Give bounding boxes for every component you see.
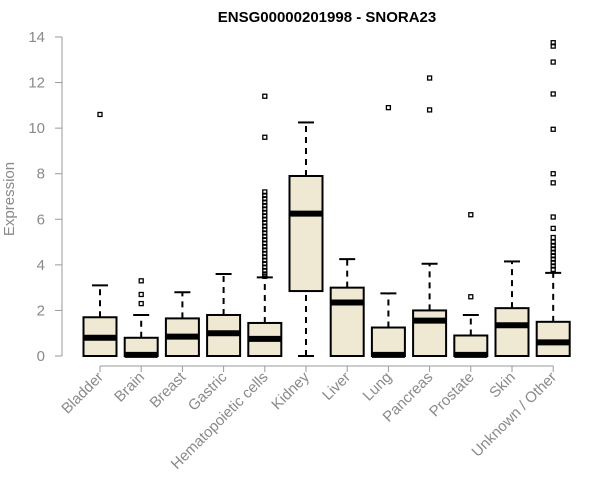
outlier-point [550,234,556,241]
box-group [453,212,489,358]
box-iqr [370,326,406,357]
x-tick-label: Brain [111,369,148,406]
box-group [494,260,530,357]
box-iqr [412,309,448,357]
outlier-point [426,75,433,81]
box-iqr [535,320,571,358]
chart-title: ENSG00000201998 - SNORA23 [218,9,436,26]
outlier-point [262,93,268,99]
outlier-point [550,180,556,186]
box-iqr [494,307,530,357]
y-tick-label: 12 [28,75,45,92]
box-group [206,272,242,358]
outlier-point [385,104,392,111]
x-tick-label: Bladder [58,369,107,418]
box-group [329,258,365,357]
box-group [247,93,283,358]
boxes-group [82,40,571,358]
y-tick-label: 6 [37,211,45,228]
outlier-point [262,189,268,195]
box-iqr [329,286,365,357]
box-group [288,121,324,357]
outlier-point [138,291,144,298]
x-tick-label: Skin [486,369,519,402]
x-tick-label: Kidney [268,368,313,413]
y-axis-label: Expression [1,162,18,236]
outlier-point [138,300,144,307]
x-tick-label: Liver [319,369,354,404]
outlier-point [550,40,556,46]
outlier-point [426,107,433,113]
y-tick-label: 0 [37,348,45,365]
outlier-point [550,171,556,177]
outlier-point [550,225,556,232]
outlier-point [550,239,556,245]
outlier-point [468,294,474,300]
outlier-point [97,111,103,118]
outlier-point [550,126,556,132]
outlier-point [468,212,474,218]
x-tick-label: Breast [147,368,190,411]
outlier-point [262,134,268,140]
box-group [370,104,406,358]
box-group [164,291,200,357]
x-tick-label: Lung [360,369,396,405]
box-group [123,278,159,358]
box-group [535,40,571,358]
box-iqr [288,174,324,293]
y-tick-label: 14 [28,29,45,46]
outlier-point [138,278,144,284]
y-tick-label: 8 [37,166,45,183]
y-tick-label: 10 [28,120,45,137]
x-tick-label: Prostate [426,369,478,421]
outlier-point [550,59,556,65]
outlier-point [550,91,556,97]
y-tick-label: 2 [37,302,45,319]
y-tick-label: 4 [37,257,45,274]
y-axis: 0 2 4 6 8 10 12 14 [28,29,63,365]
box-group [412,75,448,357]
outlier-point [550,214,556,220]
box-group [82,111,118,357]
